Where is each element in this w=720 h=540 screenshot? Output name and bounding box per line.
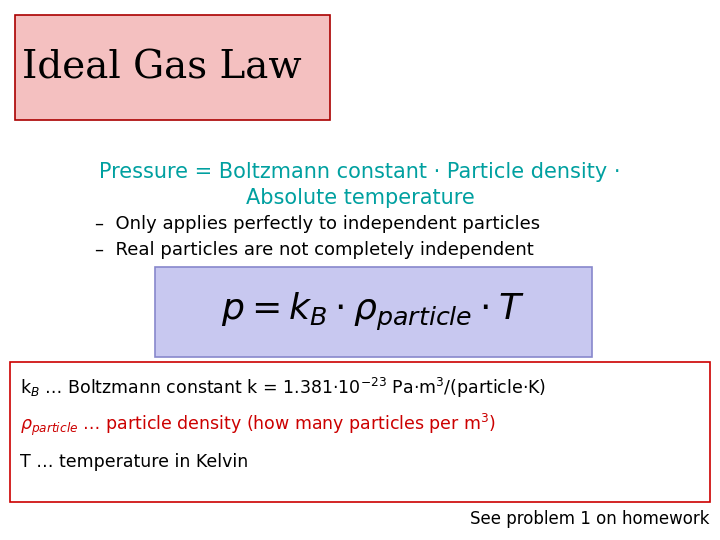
Text: See problem 1 on homework: See problem 1 on homework <box>470 510 710 528</box>
Text: Pressure = Boltzmann constant · Particle density ·: Pressure = Boltzmann constant · Particle… <box>99 162 621 182</box>
Text: Ideal Gas Law: Ideal Gas Law <box>22 50 302 86</box>
FancyBboxPatch shape <box>155 267 592 357</box>
Text: –  Real particles are not completely independent: – Real particles are not completely inde… <box>95 241 534 259</box>
Text: $p = k_B \cdot \rho_{particle} \cdot T$: $p = k_B \cdot \rho_{particle} \cdot T$ <box>221 291 525 333</box>
Text: Absolute temperature: Absolute temperature <box>246 188 474 208</box>
Text: –  Only applies perfectly to independent particles: – Only applies perfectly to independent … <box>95 215 540 233</box>
Text: T … temperature in Kelvin: T … temperature in Kelvin <box>20 453 248 471</box>
FancyBboxPatch shape <box>10 362 710 502</box>
FancyBboxPatch shape <box>15 15 330 120</box>
Text: $\rho_{particle}$ … particle density (how many particles per m$^3$): $\rho_{particle}$ … particle density (ho… <box>20 412 496 438</box>
Text: k$_B$ … Boltzmann constant k = 1.381·10$^{-23}$ Pa·m$^3$/(particle·K): k$_B$ … Boltzmann constant k = 1.381·10$… <box>20 376 546 400</box>
